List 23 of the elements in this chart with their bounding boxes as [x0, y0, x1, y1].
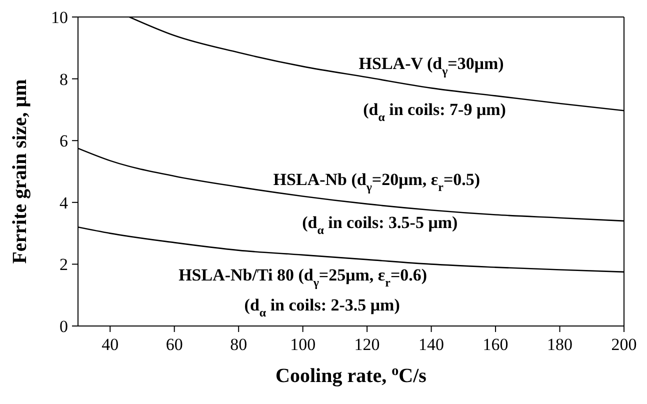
y-tick-label: 8 — [60, 70, 68, 89]
annotation: (d$_{α}$ in coils: 2-3.5 μm) — [244, 295, 400, 320]
annotation: (d$_{α}$ in coils: 3.5-5 μm) — [302, 212, 458, 237]
x-tick-label: 40 — [102, 335, 119, 354]
x-tick-label: 80 — [230, 335, 248, 354]
y-tick-label: 0 — [60, 317, 68, 336]
y-tick-label: 4 — [60, 193, 68, 212]
y-tick-label: 6 — [60, 132, 68, 151]
series-label: HSLA-Nb (d$_{γ}$=20μm, ε$_{r}$=0.5) — [273, 170, 480, 194]
x-tick-label: 140 — [418, 335, 444, 354]
annotation: (d$_{α}$ in coils: 7-9 μm) — [363, 100, 506, 124]
y-tick-label: 2 — [60, 255, 68, 274]
x-axis-title: Cooling rate, $^{o}$C/s — [276, 364, 427, 387]
x-tick-label: 160 — [482, 335, 508, 354]
x-tick-label: 180 — [547, 335, 573, 354]
y-axis-title: Ferrite grain size, μm — [9, 78, 31, 264]
x-tick-label: 100 — [290, 335, 316, 354]
x-tick-label: 200 — [611, 335, 637, 354]
y-tick-label: 10 — [51, 8, 68, 28]
series-label: HSLA-Nb/Ti 80 (d$_{γ}$=25μm, ε$_{r}$=0.6) — [178, 265, 428, 290]
series-label: HSLA-V (d$_{γ}$=30μm) — [358, 54, 504, 78]
x-tick-label: 120 — [354, 335, 380, 354]
x-tick-label: 60 — [166, 335, 183, 354]
